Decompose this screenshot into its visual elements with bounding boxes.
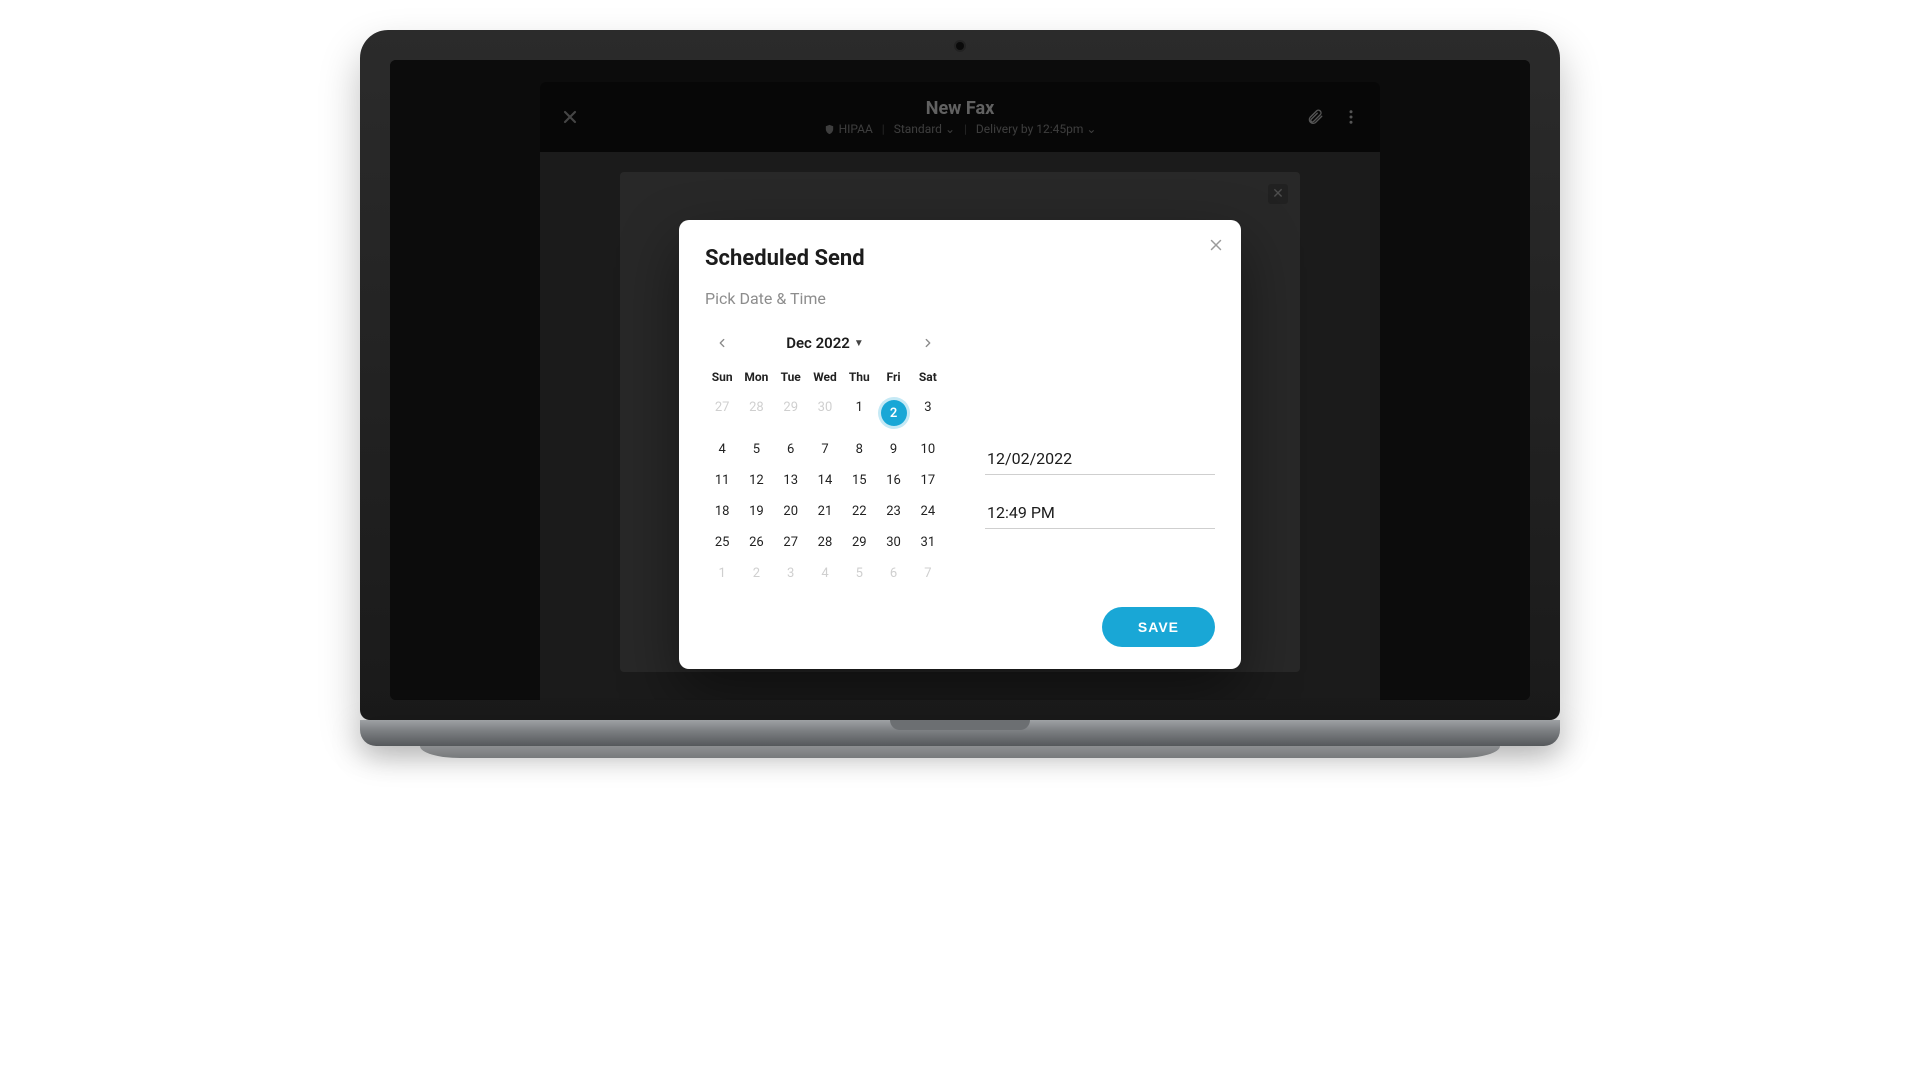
calendar-day: 27 (705, 392, 739, 434)
laptop-foot (420, 746, 1500, 758)
caret-down-icon: ▼ (854, 338, 864, 349)
date-field[interactable] (985, 443, 1215, 475)
calendar-dow: Tue (774, 364, 808, 392)
calendar-day[interactable]: 11 (705, 465, 739, 496)
calendar-day: 4 (808, 558, 842, 589)
calendar-day[interactable]: 12 (739, 465, 773, 496)
calendar-day: 5 (842, 558, 876, 589)
calendar-day: 29 (774, 392, 808, 434)
calendar-day[interactable]: 31 (911, 527, 945, 558)
next-month-icon[interactable] (917, 332, 939, 354)
prev-month-icon[interactable] (711, 332, 733, 354)
save-button[interactable]: SAVE (1102, 607, 1215, 647)
calendar-day: 28 (739, 392, 773, 434)
calendar-day[interactable]: 1 (842, 392, 876, 434)
calendar-day[interactable]: 18 (705, 496, 739, 527)
calendar-day[interactable]: 17 (911, 465, 945, 496)
calendar-day[interactable]: 5 (739, 434, 773, 465)
calendar-day[interactable]: 19 (739, 496, 773, 527)
calendar-dow: Thu (842, 364, 876, 392)
month-label: Dec 2022 (786, 334, 850, 352)
calendar-day[interactable]: 14 (808, 465, 842, 496)
calendar-day: 3 (774, 558, 808, 589)
modal-subtitle: Pick Date & Time (705, 289, 1215, 308)
modal-close-icon[interactable] (1207, 236, 1225, 254)
scheduled-send-modal: Scheduled Send Pick Date & Time Dec 2022… (679, 220, 1241, 669)
calendar-day[interactable]: 16 (876, 465, 910, 496)
calendar-day: 6 (876, 558, 910, 589)
calendar-day[interactable]: 21 (808, 496, 842, 527)
calendar-day[interactable]: 29 (842, 527, 876, 558)
calendar-day[interactable]: 20 (774, 496, 808, 527)
calendar-dow: Sat (911, 364, 945, 392)
calendar-day[interactable]: 10 (911, 434, 945, 465)
calendar-day[interactable]: 8 (842, 434, 876, 465)
calendar-day[interactable]: 6 (774, 434, 808, 465)
calendar-day[interactable]: 15 (842, 465, 876, 496)
calendar-day[interactable]: 13 (774, 465, 808, 496)
modal-title: Scheduled Send (705, 246, 1215, 271)
calendar-day[interactable]: 3 (911, 392, 945, 434)
calendar-day[interactable]: 4 (705, 434, 739, 465)
calendar-day[interactable]: 27 (774, 527, 808, 558)
calendar-day[interactable]: 26 (739, 527, 773, 558)
calendar-day[interactable]: 30 (876, 527, 910, 558)
calendar-day[interactable]: 22 (842, 496, 876, 527)
date-picker: Dec 2022 ▼ SunMonTueWedThuFriSat27282930… (705, 328, 945, 589)
time-field[interactable] (985, 497, 1215, 529)
calendar-day: 1 (705, 558, 739, 589)
calendar-day[interactable]: 2 (876, 392, 910, 434)
calendar-dow: Fri (876, 364, 910, 392)
month-select[interactable]: Dec 2022 ▼ (786, 334, 864, 352)
calendar-day[interactable]: 28 (808, 527, 842, 558)
camera-dot (956, 42, 964, 50)
calendar-day: 2 (739, 558, 773, 589)
calendar-dow: Wed (808, 364, 842, 392)
laptop-base (360, 720, 1560, 746)
calendar-day[interactable]: 9 (876, 434, 910, 465)
laptop-bezel: New Fax HIPAA | Standard ⌄ | Delivery by… (360, 30, 1560, 720)
calendar-day[interactable]: 24 (911, 496, 945, 527)
laptop-hinge-notch (890, 720, 1030, 730)
calendar-day[interactable]: 7 (808, 434, 842, 465)
calendar-dow: Sun (705, 364, 739, 392)
calendar-day[interactable]: 25 (705, 527, 739, 558)
laptop-screen: New Fax HIPAA | Standard ⌄ | Delivery by… (390, 60, 1530, 700)
laptop-mockup: New Fax HIPAA | Standard ⌄ | Delivery by… (360, 30, 1560, 758)
calendar-dow: Mon (739, 364, 773, 392)
calendar-day[interactable]: 23 (876, 496, 910, 527)
calendar-day: 30 (808, 392, 842, 434)
calendar-day: 7 (911, 558, 945, 589)
